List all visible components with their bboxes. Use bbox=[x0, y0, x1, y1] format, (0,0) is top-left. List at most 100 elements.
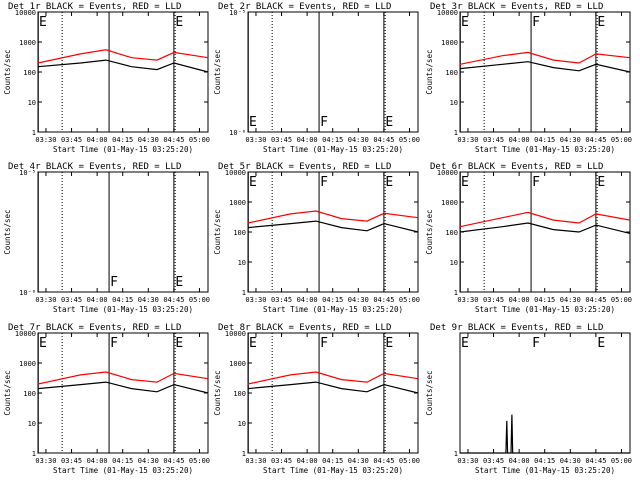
y-tick-label: 100 bbox=[445, 229, 458, 237]
x-tick-label: 03:30 bbox=[35, 457, 56, 465]
panel-title: Det 8r BLACK = Events, RED = LLD bbox=[218, 323, 391, 333]
panel-title: Det 3r BLACK = Events, RED = LLD bbox=[430, 2, 603, 12]
panel-title: Det 4r BLACK = Events, RED = LLD bbox=[8, 162, 181, 172]
series-lld bbox=[37, 371, 209, 385]
x-tick-label: 03:30 bbox=[457, 296, 478, 304]
y-axis-label: Counts/sec bbox=[213, 49, 222, 94]
x-tick-label: 05:00 bbox=[611, 296, 632, 304]
x-tick-label: 03:45 bbox=[271, 296, 292, 304]
x-tick-label: 03:45 bbox=[271, 457, 292, 465]
marker-label: E bbox=[175, 336, 183, 351]
y-tick-label: 100 bbox=[23, 390, 36, 398]
marker-label: F bbox=[320, 115, 328, 130]
y-tick-label: 1000 bbox=[19, 360, 36, 368]
x-tick-label: 03:30 bbox=[35, 296, 56, 304]
x-tick-label: 04:45 bbox=[163, 457, 184, 465]
x-tick-label: 03:45 bbox=[483, 136, 504, 144]
x-tick-label: 04:30 bbox=[348, 136, 369, 144]
y-tick-label: 1000 bbox=[229, 199, 246, 207]
x-tick-label: 04:15 bbox=[112, 136, 133, 144]
x-tick-label: 03:30 bbox=[245, 136, 266, 144]
x-tick-label: 03:45 bbox=[483, 457, 504, 465]
marker-label: E bbox=[597, 175, 605, 190]
panel-title: Det 6r BLACK = Events, RED = LLD bbox=[430, 162, 603, 172]
x-tick-label: 04:00 bbox=[297, 296, 318, 304]
y-tick-label: 10⁻⁵ bbox=[19, 169, 36, 177]
panel-title: Det 9r BLACK = Events, RED = LLD bbox=[430, 323, 603, 333]
y-tick-label: 1 bbox=[32, 129, 36, 137]
series-events bbox=[37, 381, 209, 394]
y-tick-label: 1 bbox=[454, 450, 458, 458]
x-tick-label: 05:00 bbox=[189, 457, 210, 465]
panel-det-7: Det 7r BLACK = Events, RED = LLD 1 10 100 10… bbox=[3, 323, 210, 475]
y-tick-label: 10 bbox=[238, 420, 246, 428]
y-tick-label: 100 bbox=[233, 229, 246, 237]
marker-label: E bbox=[249, 115, 257, 130]
panel-det-6: Det 6r BLACK = Events, RED = LLD 1 10 100 10… bbox=[425, 162, 632, 314]
series-lld bbox=[247, 371, 419, 385]
x-tick-label: 04:45 bbox=[373, 136, 394, 144]
y-tick-label: 1 bbox=[242, 450, 246, 458]
x-tick-label: 04:15 bbox=[112, 457, 133, 465]
x-tick-label: 03:30 bbox=[35, 136, 56, 144]
y-tick-label: 10⁻⁶ bbox=[229, 129, 246, 137]
series-events bbox=[247, 220, 419, 233]
x-tick-label: 04:00 bbox=[87, 296, 108, 304]
x-tick-label: 03:30 bbox=[245, 457, 266, 465]
x-tick-label: 04:30 bbox=[348, 457, 369, 465]
x-tick-label: 04:45 bbox=[373, 296, 394, 304]
x-axis-label: Start Time (01-May-15 03:25:20) bbox=[263, 145, 403, 154]
y-axis-label: Counts/sec bbox=[3, 49, 12, 94]
marker-label: F bbox=[532, 175, 540, 190]
panel-det-1: Det 1r BLACK = Events, RED = LLD 1 10 100 10… bbox=[3, 2, 210, 154]
y-axis-label: Counts/sec bbox=[425, 370, 434, 415]
x-tick-label: 05:00 bbox=[189, 136, 210, 144]
x-axis-label: Start Time (01-May-15 03:25:20) bbox=[263, 466, 403, 475]
panel-title: Det 2r BLACK = Events, RED = LLD bbox=[218, 2, 391, 12]
y-tick-label: 10000 bbox=[437, 169, 458, 177]
marker-label: F bbox=[532, 336, 540, 351]
x-tick-label: 04:15 bbox=[534, 296, 555, 304]
x-axis-label: Start Time (01-May-15 03:25:20) bbox=[475, 305, 615, 314]
y-tick-label: 1 bbox=[454, 289, 458, 297]
x-tick-label: 04:00 bbox=[297, 136, 318, 144]
y-tick-label: 10 bbox=[28, 420, 36, 428]
y-tick-label: 10⁻⁵ bbox=[229, 9, 246, 17]
marker-label: E bbox=[175, 15, 183, 30]
y-tick-label: 10 bbox=[28, 99, 36, 107]
series-lld bbox=[459, 211, 631, 228]
y-tick-label: 10 bbox=[450, 259, 458, 267]
x-tick-label: 05:00 bbox=[399, 457, 420, 465]
y-axis-label: Counts/sec bbox=[425, 49, 434, 94]
x-tick-label: 05:00 bbox=[611, 457, 632, 465]
panel-title: Det 1r BLACK = Events, RED = LLD bbox=[8, 2, 181, 12]
x-tick-label: 04:15 bbox=[112, 296, 133, 304]
marker-label: E bbox=[461, 336, 469, 351]
x-axis-label: Start Time (01-May-15 03:25:20) bbox=[53, 305, 193, 314]
x-tick-label: 04:00 bbox=[297, 457, 318, 465]
y-tick-label: 10 bbox=[238, 259, 246, 267]
marker-label: F bbox=[532, 15, 540, 30]
x-axis-label: Start Time (01-May-15 03:25:20) bbox=[475, 466, 615, 475]
marker-label: F bbox=[110, 275, 118, 290]
series-events bbox=[460, 414, 630, 454]
x-tick-label: 03:45 bbox=[483, 296, 504, 304]
panel-det-9: Det 9r BLACK = Events, RED = LLD 1 Counts/… bbox=[425, 323, 632, 475]
y-tick-label: 1000 bbox=[441, 39, 458, 47]
marker-label: E bbox=[385, 115, 393, 130]
x-tick-label: 03:45 bbox=[61, 457, 82, 465]
x-axis-label: Start Time (01-May-15 03:25:20) bbox=[263, 305, 403, 314]
series-lld bbox=[459, 51, 631, 65]
panel-det-5: Det 5r BLACK = Events, RED = LLD 1 10 100 10… bbox=[213, 162, 420, 314]
x-tick-label: 04:30 bbox=[138, 296, 159, 304]
panel-det-8: Det 8r BLACK = Events, RED = LLD 1 10 100 10… bbox=[213, 323, 420, 475]
marker-label: E bbox=[385, 336, 393, 351]
y-axis-label: Counts/sec bbox=[3, 209, 12, 254]
x-tick-label: 04:30 bbox=[138, 457, 159, 465]
panel-det-2: Det 2r BLACK = Events, RED = LLD 10⁻⁶ 10⁻⁵… bbox=[213, 2, 420, 154]
y-tick-label: 1 bbox=[454, 129, 458, 137]
marker-label: E bbox=[597, 336, 605, 351]
marker-label: F bbox=[110, 336, 118, 351]
